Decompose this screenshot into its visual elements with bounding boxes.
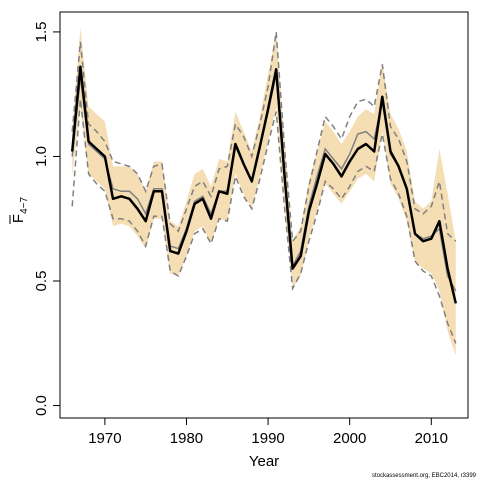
series-dashed-lower bbox=[71, 99, 457, 344]
y-tick-label: 1.5 bbox=[33, 21, 50, 42]
estimate-line-layer bbox=[70, 65, 458, 304]
series-dashed-upper bbox=[71, 31, 457, 244]
y-axis-title-main: F bbox=[10, 214, 27, 223]
x-axis-title: Year bbox=[249, 453, 279, 470]
x-tick-label: 2000 bbox=[333, 430, 366, 447]
confidence-band bbox=[72, 26, 456, 356]
svg-text:F4−7: F4−7 bbox=[10, 196, 30, 223]
y-axis-title: F4−7 bbox=[9, 196, 30, 224]
x-axis: 1970 1980 1990 2000 2010 bbox=[88, 417, 448, 447]
confidence-band-layer bbox=[72, 26, 456, 356]
y-tick-label: 1.0 bbox=[33, 146, 50, 167]
x-tick-label: 1980 bbox=[170, 430, 203, 447]
y-tick-label: 0.0 bbox=[33, 395, 50, 416]
x-tick-label: 1970 bbox=[88, 430, 121, 447]
y-axis: 0.0 0.5 1.0 1.5 bbox=[33, 21, 61, 416]
series-estimate bbox=[70, 65, 458, 304]
x-tick-label: 1990 bbox=[251, 430, 284, 447]
y-tick-label: 0.5 bbox=[33, 271, 50, 292]
x-tick-label: 2010 bbox=[415, 430, 448, 447]
credit-text: stockassessment.org, EBC2014, r3399 bbox=[372, 473, 477, 479]
y-axis-title-subscript: 4−7 bbox=[19, 196, 30, 213]
